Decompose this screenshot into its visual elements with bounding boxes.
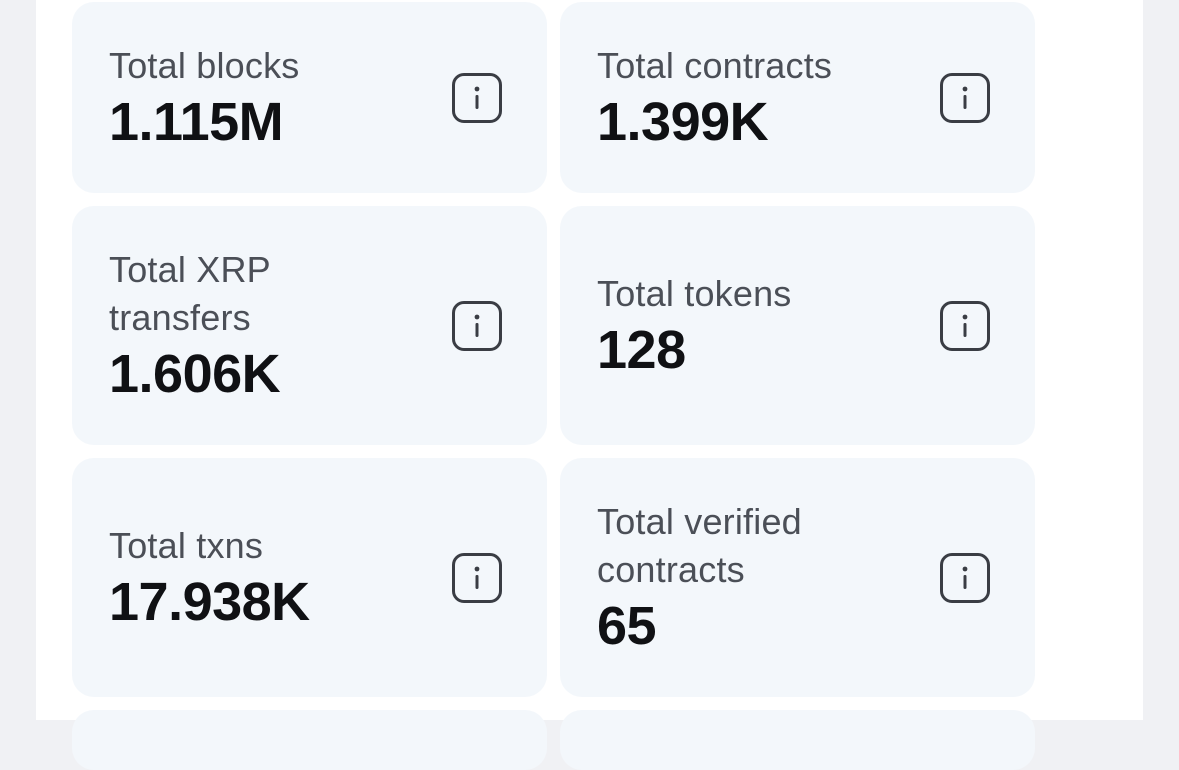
stat-label: Total tokens — [597, 272, 792, 314]
stat-card-total-txns: Total txns 17.938K — [72, 458, 547, 697]
stats-grid: Total blocks 1.115M Total contracts 1.39… — [72, 2, 1035, 770]
stat-card-total-blocks: Total blocks 1.115M — [72, 2, 547, 193]
stat-text: Total txns 17.938K — [109, 522, 310, 634]
stat-label: Total blocks — [109, 44, 300, 86]
stat-text: Total contracts 1.399K — [597, 42, 832, 154]
info-icon[interactable] — [452, 552, 502, 603]
stat-card-total-verified-contracts: Total verified contracts 65 — [560, 458, 1035, 697]
stat-label: Total txns — [109, 524, 264, 566]
stat-value: 1.606K — [109, 343, 281, 404]
stat-value: 128 — [597, 319, 686, 380]
stat-text: Total blocks 1.115M — [109, 42, 300, 154]
info-icon[interactable] — [940, 72, 990, 123]
stat-label: Total contracts — [597, 44, 833, 86]
stat-label: Total verified contracts — [597, 500, 802, 590]
stat-value: 1.399K — [597, 91, 769, 152]
stat-card-total-xrp-transfers: Total XRP transfers 1.606K — [72, 206, 547, 445]
info-icon[interactable] — [452, 72, 502, 123]
stat-card-partial — [560, 710, 1035, 770]
info-icon[interactable] — [940, 552, 990, 603]
stat-card-partial — [72, 710, 547, 770]
stat-text: Total verified contracts 65 — [597, 498, 837, 658]
stat-text: Total XRP transfers 1.606K — [109, 246, 339, 406]
stat-value: 1.115M — [109, 91, 284, 152]
stat-label: Total XRP transfers — [109, 248, 271, 338]
stat-value: 17.938K — [109, 571, 310, 632]
stat-text: Total tokens 128 — [597, 270, 792, 382]
info-icon[interactable] — [940, 300, 990, 351]
stat-card-total-contracts: Total contracts 1.399K — [560, 2, 1035, 193]
stat-value: 65 — [597, 595, 657, 656]
info-icon[interactable] — [452, 300, 502, 351]
stat-card-total-tokens: Total tokens 128 — [560, 206, 1035, 445]
